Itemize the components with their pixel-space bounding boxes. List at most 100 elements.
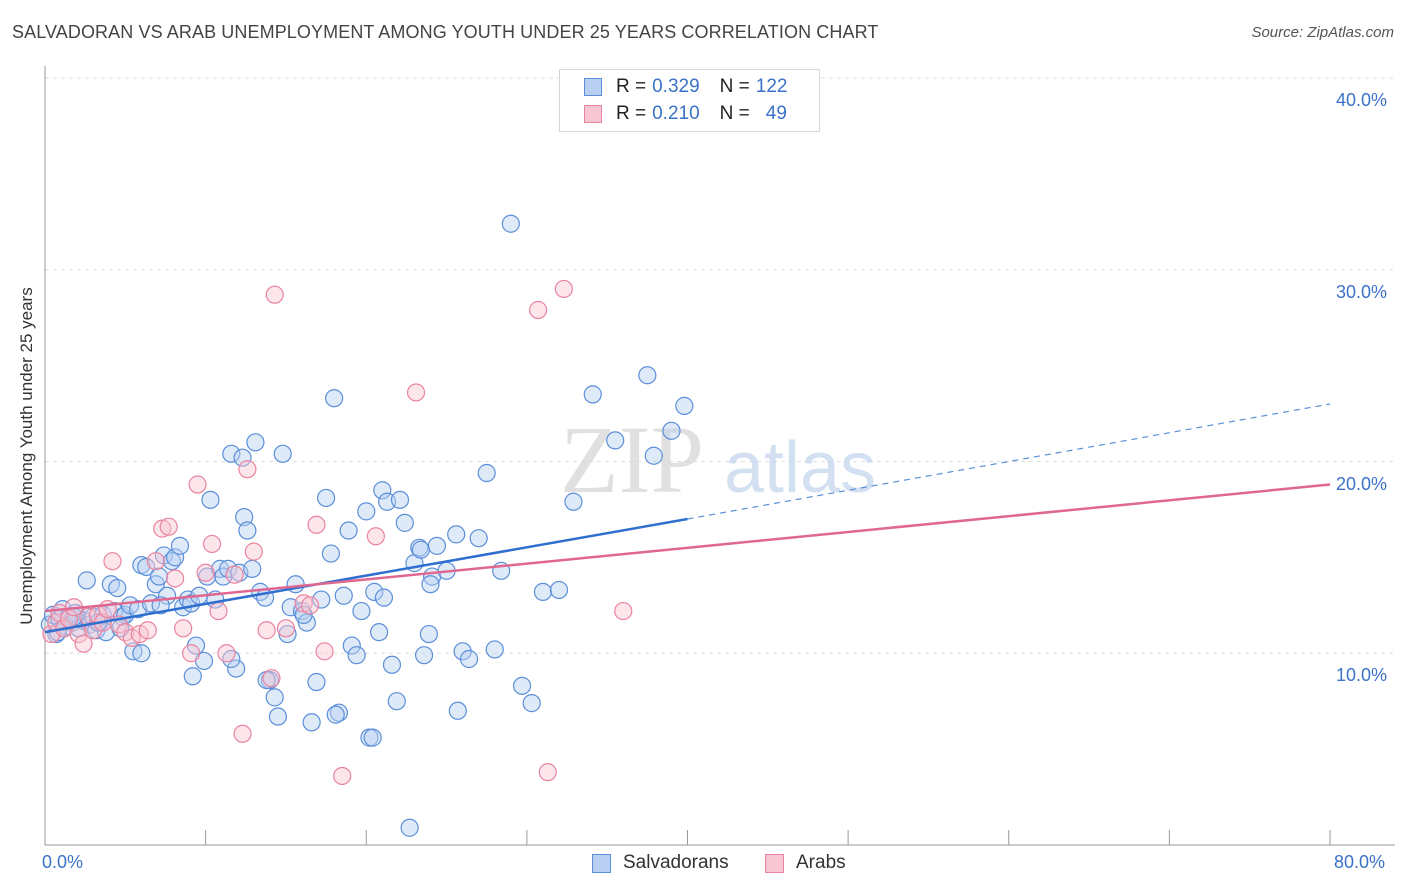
point-salvadorans — [268, 707, 288, 726]
point-salvadorans — [564, 492, 583, 511]
point-salvadorans — [414, 646, 434, 665]
point-salvadorans — [273, 444, 292, 463]
point-salvadorans — [459, 649, 479, 669]
point-arabs — [138, 621, 157, 640]
point-salvadorans — [374, 588, 394, 607]
point-salvadorans — [373, 481, 392, 500]
point-salvadorans — [427, 536, 447, 555]
point-salvadorans — [265, 688, 284, 707]
point-salvadorans — [246, 433, 265, 452]
legend-r-value: 0.329 — [652, 76, 700, 97]
point-arabs — [196, 563, 215, 582]
point-arabs — [153, 519, 172, 538]
point-salvadorans — [312, 590, 331, 609]
point-arabs — [202, 534, 222, 554]
point-salvadorans — [400, 818, 419, 837]
point-arabs — [276, 619, 296, 638]
point-arabs — [159, 517, 178, 536]
point-salvadorans — [387, 692, 406, 711]
point-salvadorans — [170, 536, 190, 555]
point-salvadorans — [347, 646, 366, 665]
point-salvadorans — [390, 490, 410, 509]
point-salvadorans — [370, 623, 389, 642]
point-salvadorans — [334, 586, 353, 605]
point-salvadorans — [606, 431, 625, 450]
legend-n-value: 49 — [765, 103, 787, 124]
trendline-salvadorans — [44, 517, 688, 634]
point-salvadorans — [501, 214, 520, 233]
point-salvadorans — [675, 396, 694, 415]
point-arabs — [146, 552, 165, 571]
point-arabs — [538, 763, 557, 782]
trend-layer — [44, 403, 1331, 634]
point-salvadorans — [485, 640, 504, 659]
point-salvadorans — [352, 601, 371, 621]
point-salvadorans — [166, 548, 185, 567]
point-arabs — [529, 300, 548, 320]
point-salvadorans — [382, 655, 402, 674]
chart-title: SALVADORAN VS ARAB UNEMPLOYMENT AMONG YO… — [12, 22, 879, 42]
legend-r-label: R = — [616, 103, 647, 124]
point-salvadorans — [395, 513, 414, 532]
point-salvadorans — [235, 508, 254, 527]
point-salvadorans — [638, 366, 657, 385]
point-salvadorans — [549, 580, 569, 600]
bottom-legend-arabs: Arabs — [765, 852, 846, 874]
legend-r-label: R = — [616, 76, 647, 97]
point-salvadorans — [326, 705, 345, 724]
y-tick-label: 30.0% — [1336, 281, 1388, 302]
point-arabs — [233, 724, 252, 743]
x-tick-max: 80.0% — [1334, 852, 1386, 872]
point-arabs — [307, 515, 326, 534]
point-salvadorans — [533, 582, 553, 601]
point-salvadorans — [149, 567, 169, 586]
point-salvadorans — [583, 385, 602, 404]
point-arabs — [225, 565, 244, 584]
point-salvadorans — [469, 529, 488, 548]
point-salvadorans — [108, 578, 127, 598]
point-salvadorans — [329, 703, 349, 722]
legend-n-label: N = — [719, 103, 750, 124]
point-arabs — [406, 383, 426, 402]
point-arabs — [244, 542, 263, 561]
point-salvadorans — [183, 667, 202, 686]
point-arabs — [614, 601, 633, 621]
point-arabs — [366, 527, 385, 546]
correlation-legend: R = 0.329 N = 122 R = 0.210 N = 49 — [559, 69, 820, 132]
y-tick-label: 40.0% — [1336, 90, 1388, 110]
point-salvadorans — [222, 444, 241, 463]
point-arabs — [294, 594, 313, 613]
point-salvadorans — [201, 490, 220, 509]
legend-swatch-salvadorans — [584, 78, 602, 96]
point-salvadorans — [302, 713, 321, 732]
point-arabs — [554, 279, 573, 299]
watermark-atlas: atlas — [724, 428, 876, 508]
point-salvadorans — [325, 389, 344, 408]
point-salvadorans — [137, 557, 156, 577]
trendline-arabs — [44, 483, 1331, 613]
legend-n-label: N = — [719, 76, 750, 97]
bottom-legend-swatch-salvadorans — [592, 853, 611, 873]
point-arabs — [188, 475, 207, 494]
point-arabs — [262, 669, 281, 688]
legend-swatch-arabs — [584, 105, 602, 123]
point-salvadorans — [307, 672, 326, 692]
point-salvadorans — [522, 694, 541, 713]
bottom-legend-swatch-arabs — [765, 853, 784, 873]
legend-row-arabs: R = 0.210 N = 49 — [584, 101, 787, 127]
point-salvadorans — [321, 544, 341, 563]
point-arabs — [217, 644, 236, 663]
point-arabs — [174, 619, 193, 638]
point-salvadorans — [363, 728, 382, 747]
point-arabs — [209, 601, 228, 621]
point-salvadorans — [132, 644, 151, 663]
point-arabs — [265, 285, 284, 304]
point-salvadorans — [222, 649, 241, 669]
chart-source: Source: ZipAtlas.com — [1251, 24, 1394, 41]
legend-r-value: 0.210 — [652, 103, 700, 124]
point-arabs — [257, 621, 276, 640]
legend-row-salvadorans: R = 0.329 N = 122 — [584, 74, 787, 100]
point-salvadorans — [411, 540, 430, 559]
bottom-legend-label-salvadorans: Salvadorans — [623, 852, 729, 873]
trendline-salvadorans-extension — [687, 403, 1331, 520]
